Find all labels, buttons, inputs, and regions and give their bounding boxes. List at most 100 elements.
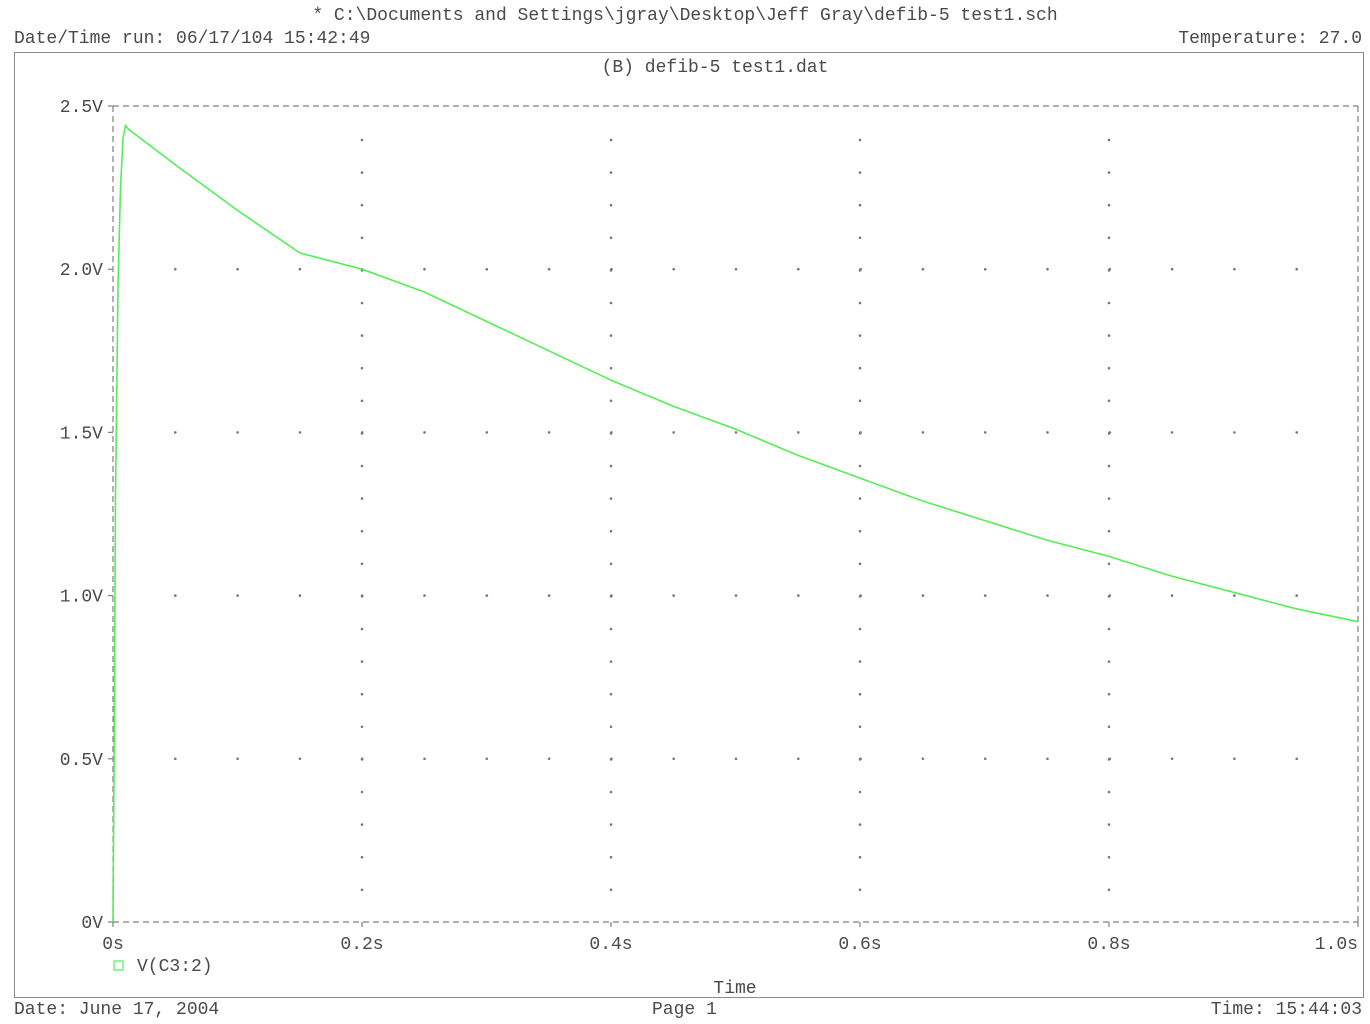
grid-dot xyxy=(858,236,862,240)
tick-labels: 0V 0.5V 1.0V 1.5V 2.0V 2.5V 0s 0.2s 0.4s 0.6s 0.8s… xyxy=(60,98,1358,955)
grid-dot xyxy=(236,757,239,761)
grid-dot xyxy=(360,497,364,500)
grid-dot xyxy=(1107,301,1111,305)
x-tick-label: 1.0s xyxy=(1315,935,1358,955)
grid-dot xyxy=(1107,334,1111,337)
grid-dot xyxy=(797,594,800,597)
series-layer xyxy=(112,123,1359,923)
grid-dot xyxy=(609,334,613,337)
legend-marker xyxy=(113,960,124,971)
grid-dot xyxy=(360,171,364,174)
grid-dot xyxy=(174,757,177,761)
grid-dot xyxy=(1107,464,1111,468)
grid-dot xyxy=(734,267,738,271)
grid-dot xyxy=(1233,594,1236,597)
grid-dot xyxy=(1107,497,1111,500)
footer-time: Time: 15:44:03 xyxy=(1210,1000,1362,1020)
grid-dot xyxy=(859,267,862,271)
grid-dot xyxy=(360,138,364,142)
grid-dot xyxy=(360,660,364,663)
grid-dot xyxy=(1108,594,1112,597)
grid-dot xyxy=(609,497,613,500)
grid-dot xyxy=(921,594,925,597)
grid-dot xyxy=(1108,757,1112,761)
grid-dot xyxy=(1107,399,1111,403)
temperature: Temperature: 27.0 xyxy=(1178,29,1362,49)
grid-dot xyxy=(858,888,862,892)
grid-dot xyxy=(1233,267,1236,271)
grid-dot xyxy=(609,562,613,566)
grid-dot xyxy=(1046,757,1049,761)
grid-dot xyxy=(610,267,613,271)
grid-dot xyxy=(609,855,613,859)
grid-dot xyxy=(1107,236,1111,240)
grid-dot xyxy=(734,757,738,761)
grid-dot xyxy=(485,267,489,271)
grid-dot xyxy=(858,366,862,370)
grid-dot xyxy=(858,529,862,533)
grid-dot xyxy=(174,431,177,434)
grid-dot xyxy=(547,431,551,434)
grid-dot xyxy=(858,692,862,696)
grid-dot xyxy=(360,236,364,240)
grid-dot xyxy=(298,267,302,271)
grid-dot xyxy=(174,267,177,271)
grid-dot xyxy=(921,267,925,271)
grid-dot xyxy=(360,627,364,631)
grid-dot xyxy=(1046,267,1049,271)
grid-dot xyxy=(858,855,862,859)
grid-dot xyxy=(423,594,426,597)
grid-dot xyxy=(1107,529,1111,533)
x-axis-label: Time xyxy=(713,979,756,999)
grid-dot xyxy=(858,464,862,468)
grid-dot xyxy=(859,757,862,761)
x-tick-label: 0.6s xyxy=(838,935,881,955)
grid-dot xyxy=(1107,725,1111,729)
grid-dot xyxy=(360,399,364,403)
grid-dot xyxy=(547,267,551,271)
grid-dot xyxy=(609,171,613,174)
grid-dot xyxy=(1108,267,1112,271)
grid-dot xyxy=(609,236,613,240)
grid-dot xyxy=(609,464,613,468)
footer-date: Date: June 17, 2004 xyxy=(14,1000,220,1020)
grid-dot xyxy=(1295,594,1298,597)
grid-dot xyxy=(609,399,613,403)
chart-title: (B) defib-5 test1.dat xyxy=(601,58,829,78)
grid-dot xyxy=(983,594,987,597)
grid-dot xyxy=(1107,888,1111,892)
grid-dot xyxy=(547,594,551,597)
grid-dot xyxy=(858,334,862,337)
grid-dot xyxy=(1108,431,1112,434)
grid-dot xyxy=(858,725,862,729)
grid-dot xyxy=(360,823,364,826)
grid-dot xyxy=(236,267,239,271)
grid-dot xyxy=(858,138,862,142)
grid-dot xyxy=(858,627,862,631)
grid-dot xyxy=(858,497,862,500)
grid-dot xyxy=(1233,757,1236,761)
grid-dot xyxy=(360,203,364,207)
grid-dot xyxy=(609,888,613,892)
grid-dot xyxy=(609,138,613,142)
grid-dot xyxy=(734,594,738,597)
grid-dot xyxy=(610,757,613,761)
grid-dot xyxy=(858,790,862,794)
grid-dot xyxy=(360,888,364,892)
grid-dot xyxy=(298,594,302,597)
grid-dot xyxy=(360,855,364,859)
grid-dot xyxy=(859,594,862,597)
grid-dot xyxy=(797,757,800,761)
grid-dot xyxy=(858,823,862,826)
grid-dot xyxy=(360,366,364,370)
grid-dot xyxy=(1295,267,1298,271)
grid-dot xyxy=(672,431,675,434)
grid-dot xyxy=(547,757,551,761)
grid-dot xyxy=(236,431,239,434)
y-tick-label: 0.5V xyxy=(60,751,103,771)
grid-dot xyxy=(610,431,613,434)
grid-dot xyxy=(1107,562,1111,566)
run-datetime: Date/Time run: 06/17/104 15:42:49 xyxy=(14,29,371,49)
y-tick-label: 2.5V xyxy=(60,98,103,118)
grid-dot xyxy=(1107,138,1111,142)
